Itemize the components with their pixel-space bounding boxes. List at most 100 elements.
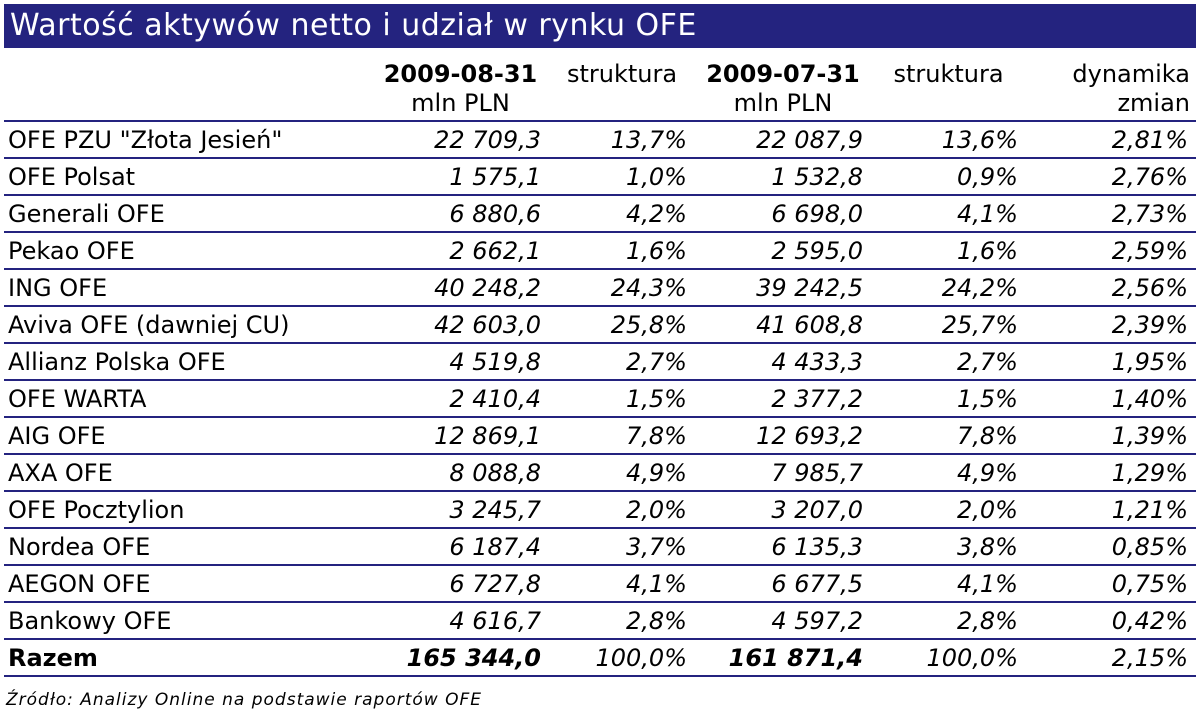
- value-aug-cell: 6 880,6: [372, 195, 549, 233]
- value-aug-cell: 8 088,8: [372, 454, 549, 492]
- header-date1-label: 2009-08-31: [383, 60, 538, 88]
- header-row: 2009-08-31 mln PLN struktura 2009-07-31 …: [4, 56, 1196, 122]
- value-jul-cell: 4 433,3: [695, 343, 871, 381]
- table-title: Wartość aktywów netto i udział w rynku O…: [4, 4, 1196, 48]
- table-row: Allianz Polska OFE 4 519,8 2,7% 4 433,3 2,7%…: [4, 343, 1196, 381]
- value-aug-cell: 22 709,3: [372, 121, 549, 159]
- table-row: AIG OFE 12 869,1 7,8% 12 693,2 7,8% 1,39%: [4, 417, 1196, 455]
- share-aug-cell: 13,7%: [549, 121, 695, 159]
- share-jul-cell: 4,9%: [871, 454, 1026, 492]
- share-jul-cell: 25,7%: [871, 306, 1026, 344]
- fund-name-cell: Pekao OFE: [4, 232, 372, 270]
- value-aug-cell: 2 662,1: [372, 232, 549, 270]
- share-aug-cell: 1,5%: [549, 380, 695, 418]
- table-row: OFE Pocztylion 3 245,7 2,0% 3 207,0 2,0% 1,21…: [4, 491, 1196, 529]
- total-value-aug-cell: 165 344,0: [372, 639, 549, 677]
- header-date1: 2009-08-31 mln PLN: [372, 56, 549, 122]
- share-aug-cell: 2,7%: [549, 343, 695, 381]
- value-aug-cell: 42 603,0: [372, 306, 549, 344]
- share-aug-cell: 4,1%: [549, 565, 695, 603]
- value-aug-cell: 6 727,8: [372, 565, 549, 603]
- table-row: AXA OFE 8 088,8 4,9% 7 985,7 4,9% 1,29%: [4, 454, 1196, 492]
- total-value-jul-cell: 161 871,4: [695, 639, 871, 677]
- dynamics-cell: 0,85%: [1026, 528, 1196, 566]
- header-dynamics: dynamika zmian: [1026, 56, 1196, 122]
- fund-name-cell: AIG OFE: [4, 417, 372, 455]
- dynamics-cell: 1,40%: [1026, 380, 1196, 418]
- table-row: Bankowy OFE 4 616,7 2,8% 4 597,2 2,8% 0,42%: [4, 602, 1196, 640]
- fund-name-cell: Nordea OFE: [4, 528, 372, 566]
- share-jul-cell: 2,0%: [871, 491, 1026, 529]
- value-jul-cell: 3 207,0: [695, 491, 871, 529]
- fund-name-cell: Allianz Polska OFE: [4, 343, 372, 381]
- value-aug-cell: 4 616,7: [372, 602, 549, 640]
- header-name: [4, 56, 372, 122]
- share-jul-cell: 4,1%: [871, 565, 1026, 603]
- share-jul-cell: 7,8%: [871, 417, 1026, 455]
- ofe-assets-table: 2009-08-31 mln PLN struktura 2009-07-31 …: [4, 56, 1196, 677]
- dynamics-cell: 2,73%: [1026, 195, 1196, 233]
- value-jul-cell: 12 693,2: [695, 417, 871, 455]
- total-fund-name-cell: Razem: [4, 639, 372, 677]
- share-aug-cell: 3,7%: [549, 528, 695, 566]
- value-jul-cell: 1 532,8: [695, 158, 871, 196]
- table-row: ING OFE 40 248,2 24,3% 39 242,5 24,2% 2,56%: [4, 269, 1196, 307]
- dynamics-cell: 1,95%: [1026, 343, 1196, 381]
- value-jul-cell: 2 595,0: [695, 232, 871, 270]
- share-jul-cell: 2,8%: [871, 602, 1026, 640]
- header-dyn-line1: dynamika: [1072, 60, 1190, 88]
- header-unit2: mln PLN: [733, 89, 833, 117]
- fund-name-cell: Bankowy OFE: [4, 602, 372, 640]
- share-jul-cell: 3,8%: [871, 528, 1026, 566]
- value-aug-cell: 4 519,8: [372, 343, 549, 381]
- fund-name-cell: Generali OFE: [4, 195, 372, 233]
- dynamics-cell: 2,56%: [1026, 269, 1196, 307]
- dynamics-cell: 0,42%: [1026, 602, 1196, 640]
- fund-name-cell: OFE PZU "Złota Jesień": [4, 121, 372, 159]
- fund-name-cell: OFE Pocztylion: [4, 491, 372, 529]
- share-aug-cell: 24,3%: [549, 269, 695, 307]
- dynamics-cell: 2,81%: [1026, 121, 1196, 159]
- header-share1: struktura: [549, 56, 695, 122]
- share-aug-cell: 7,8%: [549, 417, 695, 455]
- source-note: Źródło: Analizy Online na podstawie rapo…: [6, 690, 483, 710]
- share-jul-cell: 2,7%: [871, 343, 1026, 381]
- total-share-jul-cell: 100,0%: [871, 639, 1026, 677]
- share-jul-cell: 4,1%: [871, 195, 1026, 233]
- share-aug-cell: 4,2%: [549, 195, 695, 233]
- value-aug-cell: 2 410,4: [372, 380, 549, 418]
- total-dynamics-cell: 2,15%: [1026, 639, 1196, 677]
- value-jul-cell: 4 597,2: [695, 602, 871, 640]
- table-row: Nordea OFE 6 187,4 3,7% 6 135,3 3,8% 0,85%: [4, 528, 1196, 566]
- fund-name-cell: AEGON OFE: [4, 565, 372, 603]
- table-row: OFE PZU "Złota Jesień" 22 709,3 13,7% 22 08…: [4, 121, 1196, 159]
- value-jul-cell: 2 377,2: [695, 380, 871, 418]
- table-row: Generali OFE 6 880,6 4,2% 6 698,0 4,1% 2,73%: [4, 195, 1196, 233]
- share-aug-cell: 1,6%: [549, 232, 695, 270]
- share-jul-cell: 0,9%: [871, 158, 1026, 196]
- value-jul-cell: 6 677,5: [695, 565, 871, 603]
- header-share2: struktura: [871, 56, 1026, 122]
- table-row: Aviva OFE (dawniej CU) 42 603,0 25,8% 41 60…: [4, 306, 1196, 344]
- value-jul-cell: 22 087,9: [695, 121, 871, 159]
- share-aug-cell: 25,8%: [549, 306, 695, 344]
- value-aug-cell: 1 575,1: [372, 158, 549, 196]
- dynamics-cell: 2,59%: [1026, 232, 1196, 270]
- share-jul-cell: 1,5%: [871, 380, 1026, 418]
- share-aug-cell: 2,8%: [549, 602, 695, 640]
- value-aug-cell: 3 245,7: [372, 491, 549, 529]
- header-unit1: mln PLN: [411, 89, 510, 117]
- fund-name-cell: AXA OFE: [4, 454, 372, 492]
- header-share2-label: struktura: [893, 60, 1004, 88]
- share-jul-cell: 24,2%: [871, 269, 1026, 307]
- table-row: Pekao OFE 2 662,1 1,6% 2 595,0 1,6% 2,59%: [4, 232, 1196, 270]
- fund-name-cell: OFE Polsat: [4, 158, 372, 196]
- table-row: OFE Polsat 1 575,1 1,0% 1 532,8 0,9% 2,76%: [4, 158, 1196, 196]
- header-date2-label: 2009-07-31: [706, 60, 860, 88]
- fund-name-cell: Aviva OFE (dawniej CU): [4, 306, 372, 344]
- share-jul-cell: 13,6%: [871, 121, 1026, 159]
- value-jul-cell: 6 698,0: [695, 195, 871, 233]
- total-row: Razem 165 344,0 100,0% 161 871,4 100,0% 2,15%: [4, 639, 1196, 677]
- dynamics-cell: 1,21%: [1026, 491, 1196, 529]
- total-share-aug-cell: 100,0%: [549, 639, 695, 677]
